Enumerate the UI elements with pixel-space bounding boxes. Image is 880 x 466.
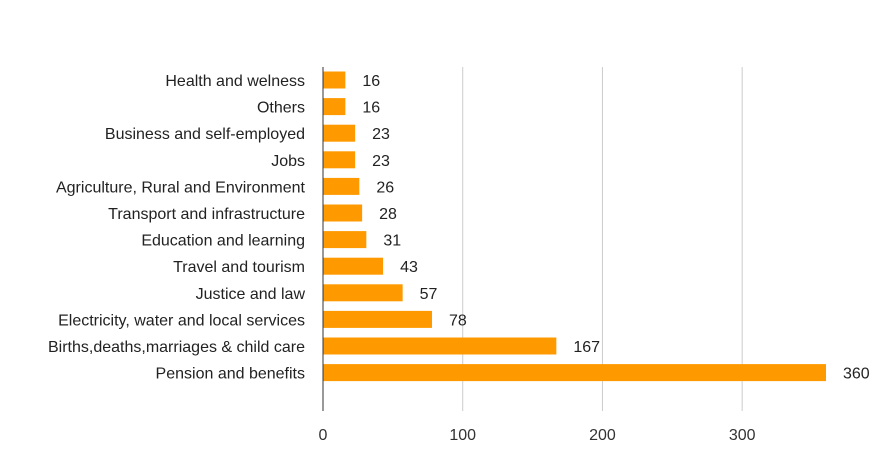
- data-label: 78: [449, 312, 467, 329]
- category-label: Justice and law: [196, 286, 306, 303]
- bar: [323, 71, 346, 89]
- bar: [323, 177, 360, 195]
- category-label: Business and self-employed: [105, 126, 305, 143]
- data-label: 16: [362, 100, 380, 117]
- bar: [323, 151, 356, 169]
- bar: [323, 310, 432, 328]
- category-label: Others: [257, 100, 305, 117]
- data-label: 31: [383, 233, 401, 250]
- gridlines: [462, 67, 743, 411]
- bar: [323, 337, 557, 355]
- category-label: Travel and tourism: [173, 259, 305, 276]
- category-label: Agriculture, Rural and Environment: [56, 179, 306, 196]
- data-label: 23: [372, 126, 390, 143]
- data-label: 23: [372, 153, 390, 170]
- data-label: 360: [843, 366, 870, 383]
- x-tick-label: 300: [729, 427, 756, 444]
- data-label: 57: [420, 286, 438, 303]
- x-tick-label: 0: [319, 427, 328, 444]
- category-label: Births,deaths,marriages & child care: [48, 339, 305, 356]
- data-label: 43: [400, 259, 418, 276]
- bar: [323, 98, 346, 116]
- category-label: Pension and benefits: [156, 366, 305, 383]
- category-label: Jobs: [271, 153, 305, 170]
- x-tick-label: 100: [449, 427, 476, 444]
- data-label: 167: [573, 339, 600, 356]
- bars: [323, 71, 826, 382]
- bar: [323, 231, 367, 249]
- category-label: Electricity, water and local services: [58, 312, 305, 329]
- x-tick-label: 200: [589, 427, 616, 444]
- data-label: 28: [379, 206, 397, 223]
- bar: [323, 284, 403, 302]
- data-label: 26: [376, 179, 394, 196]
- category-label: Education and learning: [141, 233, 305, 250]
- labels: Health and welness 16 Others 16 Business and…: [48, 73, 870, 383]
- x-axis-ticks: 0 100 200 300: [319, 427, 756, 444]
- category-label: Health and welness: [165, 73, 305, 90]
- bar: [323, 364, 826, 382]
- category-label: Transport and infrastructure: [108, 206, 305, 223]
- bar: [323, 204, 363, 222]
- bar: [323, 124, 356, 142]
- bar: [323, 257, 384, 275]
- data-label: 16: [362, 73, 380, 90]
